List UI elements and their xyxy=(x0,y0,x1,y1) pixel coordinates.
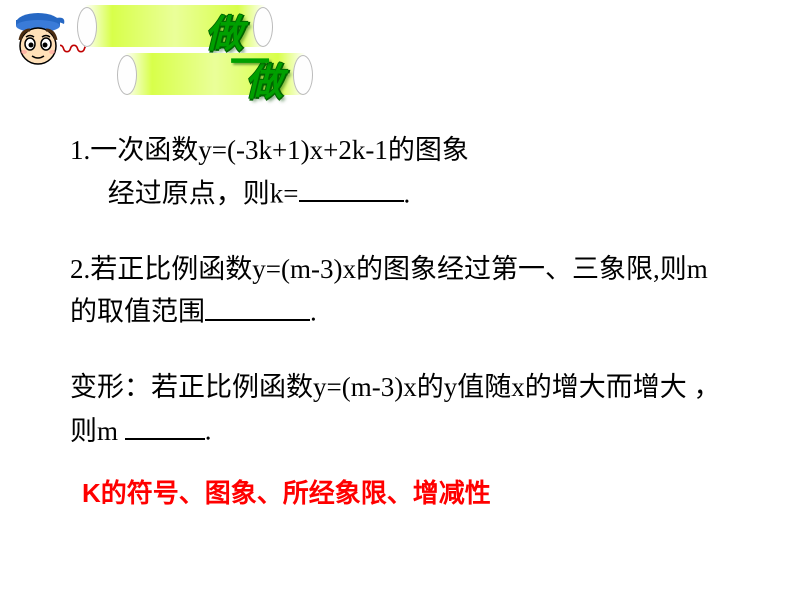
dash-char: 一 xyxy=(230,30,270,88)
blank-2 xyxy=(205,289,310,321)
summary-line: K的符号、图象、所经象限、增减性 xyxy=(70,473,724,510)
banner-group: 做 做 xyxy=(85,5,305,101)
problem-2-text: 2.若正比例函数y=(m-3)x的图象经过第一、三象限,则m的取值范围 xyxy=(70,254,708,327)
banner-bottom: 做 xyxy=(125,53,305,95)
scroll-curl-right xyxy=(293,55,313,95)
problem-2: 2.若正比例函数y=(m-3)x的图象经过第一、三象限,则m的取值范围. xyxy=(70,249,724,333)
scroll-curl-left xyxy=(77,7,97,47)
header: 〰 做 做 一 xyxy=(0,0,794,120)
problem-1-line1: 1.一次函数y=(-3k+1)x+2k-1的图象 xyxy=(70,135,469,165)
boy-icon xyxy=(8,8,68,68)
problem-1-period: . xyxy=(404,178,411,208)
scroll-curl-left xyxy=(117,55,137,95)
blank-1 xyxy=(299,171,404,203)
avatar-cartoon xyxy=(8,8,68,68)
variation-period: . xyxy=(205,416,212,446)
problem-2-period: . xyxy=(310,297,317,327)
problem-1-line2: 经过原点，则k= xyxy=(108,178,299,208)
problem-1: 1.一次函数y=(-3k+1)x+2k-1的图象 经过原点，则k=. xyxy=(70,130,724,214)
variation-problem: 变形：若正比例函数y=(m-3)x的y值随x的增大而增大 ， 则m 减小 . xyxy=(70,367,724,451)
content-area: 1.一次函数y=(-3k+1)x+2k-1的图象 经过原点，则k=. 2.若正比… xyxy=(0,120,794,510)
blank-3 xyxy=(125,408,205,440)
